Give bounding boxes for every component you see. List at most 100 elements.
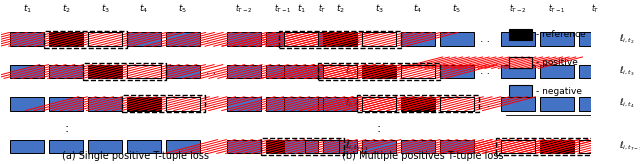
Text: . .: . .: [206, 142, 216, 152]
Bar: [579, 65, 613, 78]
Bar: [501, 140, 535, 154]
Bar: [83, 63, 166, 80]
Bar: [323, 65, 357, 78]
Text: $t_3$: $t_3$: [374, 2, 383, 15]
Bar: [495, 138, 618, 155]
Bar: [49, 32, 83, 46]
Bar: [362, 97, 396, 111]
Bar: [579, 140, 613, 154]
Bar: [305, 140, 339, 154]
Bar: [362, 32, 396, 46]
Bar: [166, 97, 200, 111]
Bar: [279, 31, 401, 48]
Bar: [10, 65, 44, 78]
Bar: [305, 97, 339, 111]
Bar: [10, 97, 44, 111]
Bar: [362, 97, 396, 111]
Bar: [10, 140, 44, 154]
Bar: [579, 32, 613, 46]
Bar: [305, 32, 339, 46]
Bar: [284, 32, 318, 46]
Bar: [284, 140, 318, 154]
Bar: [401, 140, 435, 154]
Text: $t_2$: $t_2$: [335, 2, 344, 15]
Text: $\ell_{i,t_2}$: $\ell_{i,t_2}$: [620, 33, 635, 46]
Bar: [44, 31, 127, 48]
Bar: [440, 65, 474, 78]
Bar: [501, 140, 535, 154]
Bar: [323, 97, 357, 111]
Bar: [305, 140, 339, 154]
Text: $t_4$: $t_4$: [413, 2, 422, 15]
Bar: [88, 97, 122, 111]
Bar: [317, 63, 440, 80]
Text: $t_3$: $t_3$: [100, 2, 109, 15]
Bar: [356, 95, 479, 112]
Text: $t_1$: $t_1$: [297, 2, 306, 15]
Bar: [166, 97, 200, 111]
Bar: [362, 97, 396, 111]
Bar: [501, 140, 535, 154]
Bar: [362, 140, 396, 154]
Bar: [127, 65, 161, 78]
Bar: [440, 140, 474, 154]
Bar: [323, 65, 357, 78]
Text: - positive: - positive: [536, 58, 578, 67]
Bar: [501, 97, 535, 111]
Bar: [227, 32, 261, 46]
Bar: [127, 65, 161, 78]
Bar: [49, 65, 83, 78]
Bar: [401, 65, 435, 78]
Text: - reference: - reference: [536, 30, 586, 39]
Bar: [440, 97, 474, 111]
Bar: [284, 97, 318, 111]
Bar: [260, 138, 344, 155]
Text: $t_T$: $t_T$: [591, 2, 600, 15]
Text: $\ell_{i,t_3}$: $\ell_{i,t_3}$: [620, 65, 635, 78]
Bar: [540, 65, 574, 78]
Bar: [440, 97, 474, 111]
Bar: [266, 32, 300, 46]
Bar: [579, 97, 613, 111]
Bar: [401, 65, 435, 78]
Bar: [266, 97, 300, 111]
Text: $t_5$: $t_5$: [452, 2, 461, 15]
Bar: [127, 32, 161, 46]
Text: . .: . .: [206, 34, 216, 44]
Bar: [49, 140, 83, 154]
Bar: [323, 65, 357, 78]
Text: $t_2$: $t_2$: [61, 2, 70, 15]
Text: $t_4$: $t_4$: [140, 2, 148, 15]
Bar: [127, 140, 161, 154]
Text: $t_{T-2}$: $t_{T-2}$: [509, 2, 527, 15]
Text: . .: . .: [481, 142, 490, 152]
Bar: [88, 140, 122, 154]
Bar: [323, 32, 357, 46]
Text: . .: . .: [481, 34, 490, 44]
Bar: [166, 65, 200, 78]
Bar: [284, 32, 318, 46]
Text: $\ell_{i,t_{T-1}}$: $\ell_{i,t_{T-1}}$: [620, 140, 640, 153]
Bar: [362, 32, 396, 46]
Bar: [440, 32, 474, 46]
Bar: [284, 65, 318, 78]
Bar: [323, 140, 357, 154]
Bar: [88, 32, 122, 46]
Text: $t_5$: $t_5$: [179, 2, 188, 15]
Text: (b) Multiple positives T-tuple loss: (b) Multiple positives T-tuple loss: [342, 151, 503, 161]
Bar: [166, 97, 200, 111]
Bar: [509, 57, 532, 68]
Bar: [362, 32, 396, 46]
Bar: [540, 97, 574, 111]
Bar: [266, 65, 300, 78]
Bar: [227, 97, 261, 111]
Text: . .: . .: [481, 66, 490, 76]
Bar: [49, 97, 83, 111]
Text: (a) Single positive T-tuple loss: (a) Single positive T-tuple loss: [62, 151, 209, 161]
Text: $\ell_{i,t_4}$: $\ell_{i,t_4}$: [346, 97, 361, 110]
Text: $\ell_{i,t_{T-1}}$: $\ell_{i,t_{T-1}}$: [346, 140, 369, 153]
Bar: [401, 32, 435, 46]
Bar: [509, 85, 532, 97]
Text: $t_1$: $t_1$: [23, 2, 32, 15]
Bar: [127, 97, 161, 111]
